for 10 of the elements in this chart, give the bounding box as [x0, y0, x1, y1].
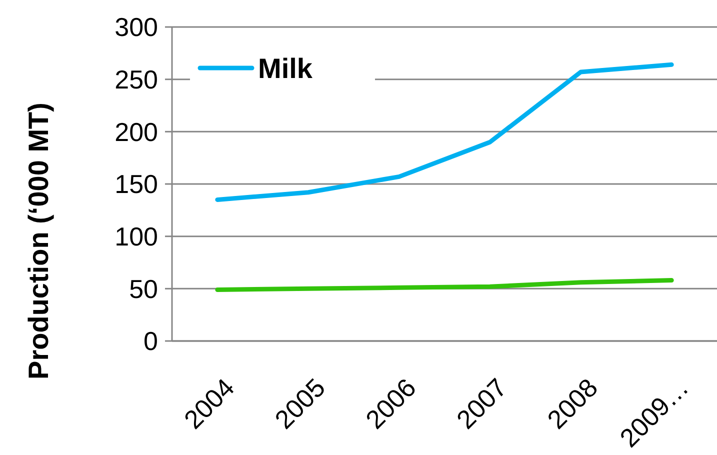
line-series [215, 278, 674, 292]
y-axis-title: Production (‘000 MT) [23, 102, 54, 380]
y-tick-label: 200 [114, 116, 158, 147]
y-tick-label: 300 [114, 12, 158, 42]
y-tick-label: 250 [114, 64, 158, 94]
y-tick-label: 100 [114, 221, 158, 252]
y-tick-label: 150 [114, 169, 158, 200]
y-tick-label: 50 [129, 274, 158, 304]
y-tick-label: 0 [144, 326, 158, 356]
legend-label: Milk [258, 52, 313, 84]
